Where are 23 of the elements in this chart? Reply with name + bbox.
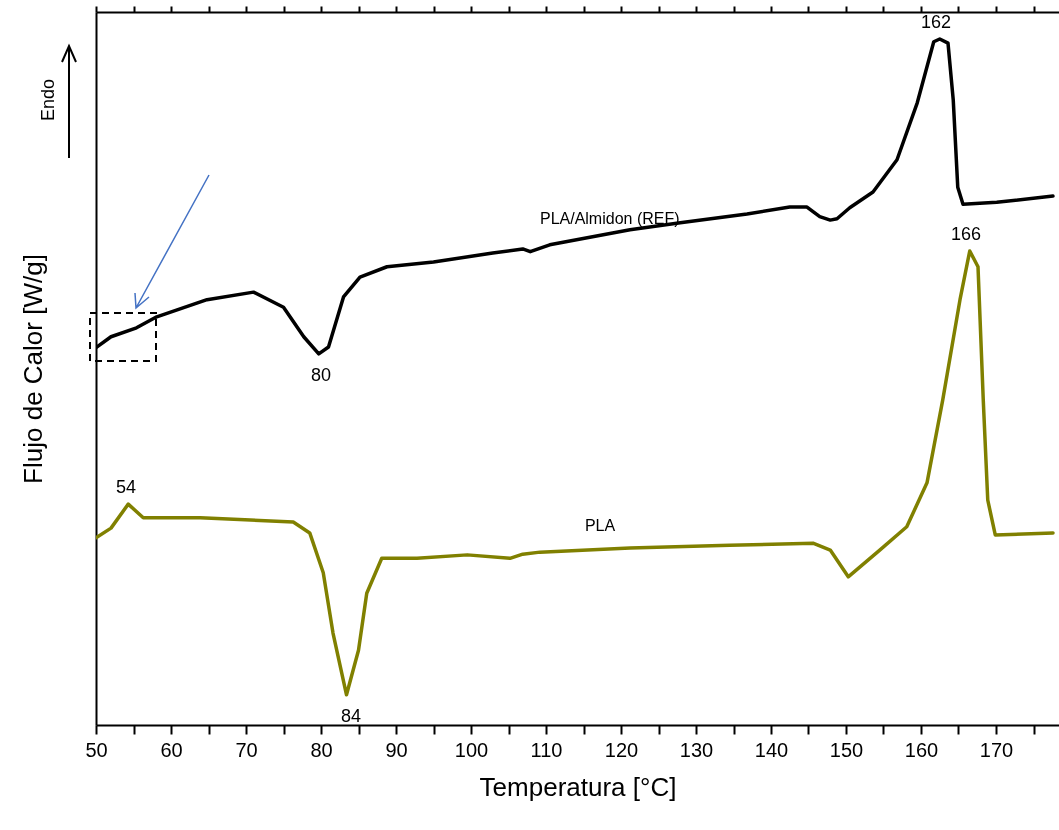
x-tick-label: 90	[385, 738, 408, 761]
annotation: 80	[310, 364, 332, 385]
x-tick-label: 150	[829, 738, 864, 761]
x-tick-label: 100	[454, 738, 489, 761]
x-tick-label: 50	[85, 738, 108, 761]
x-axis-title: Temperatura [°C]	[479, 771, 677, 802]
x-tick-label: 110	[530, 738, 563, 761]
x-tick-label: 70	[235, 738, 258, 761]
text: Endo	[37, 78, 59, 122]
x-tick-label: 160	[904, 738, 939, 761]
annotation: 84	[340, 705, 362, 726]
x-tick-label: 130	[679, 738, 714, 761]
annotation: 54	[115, 477, 137, 498]
series-label: PLA	[584, 517, 616, 535]
y-axis-title: Flujo de Calor [W/g]	[17, 254, 48, 484]
x-tick-label: 60	[160, 738, 183, 761]
annotation: 162	[920, 12, 952, 32]
x-tick-label: 140	[754, 738, 789, 761]
x-tick-label: 120	[604, 738, 639, 761]
series-label: PLA/Almidon (REF)	[539, 209, 680, 227]
x-tick-label: 170	[979, 738, 1014, 761]
x-tick-label: 80	[310, 738, 333, 761]
annotation: 166	[950, 223, 982, 244]
